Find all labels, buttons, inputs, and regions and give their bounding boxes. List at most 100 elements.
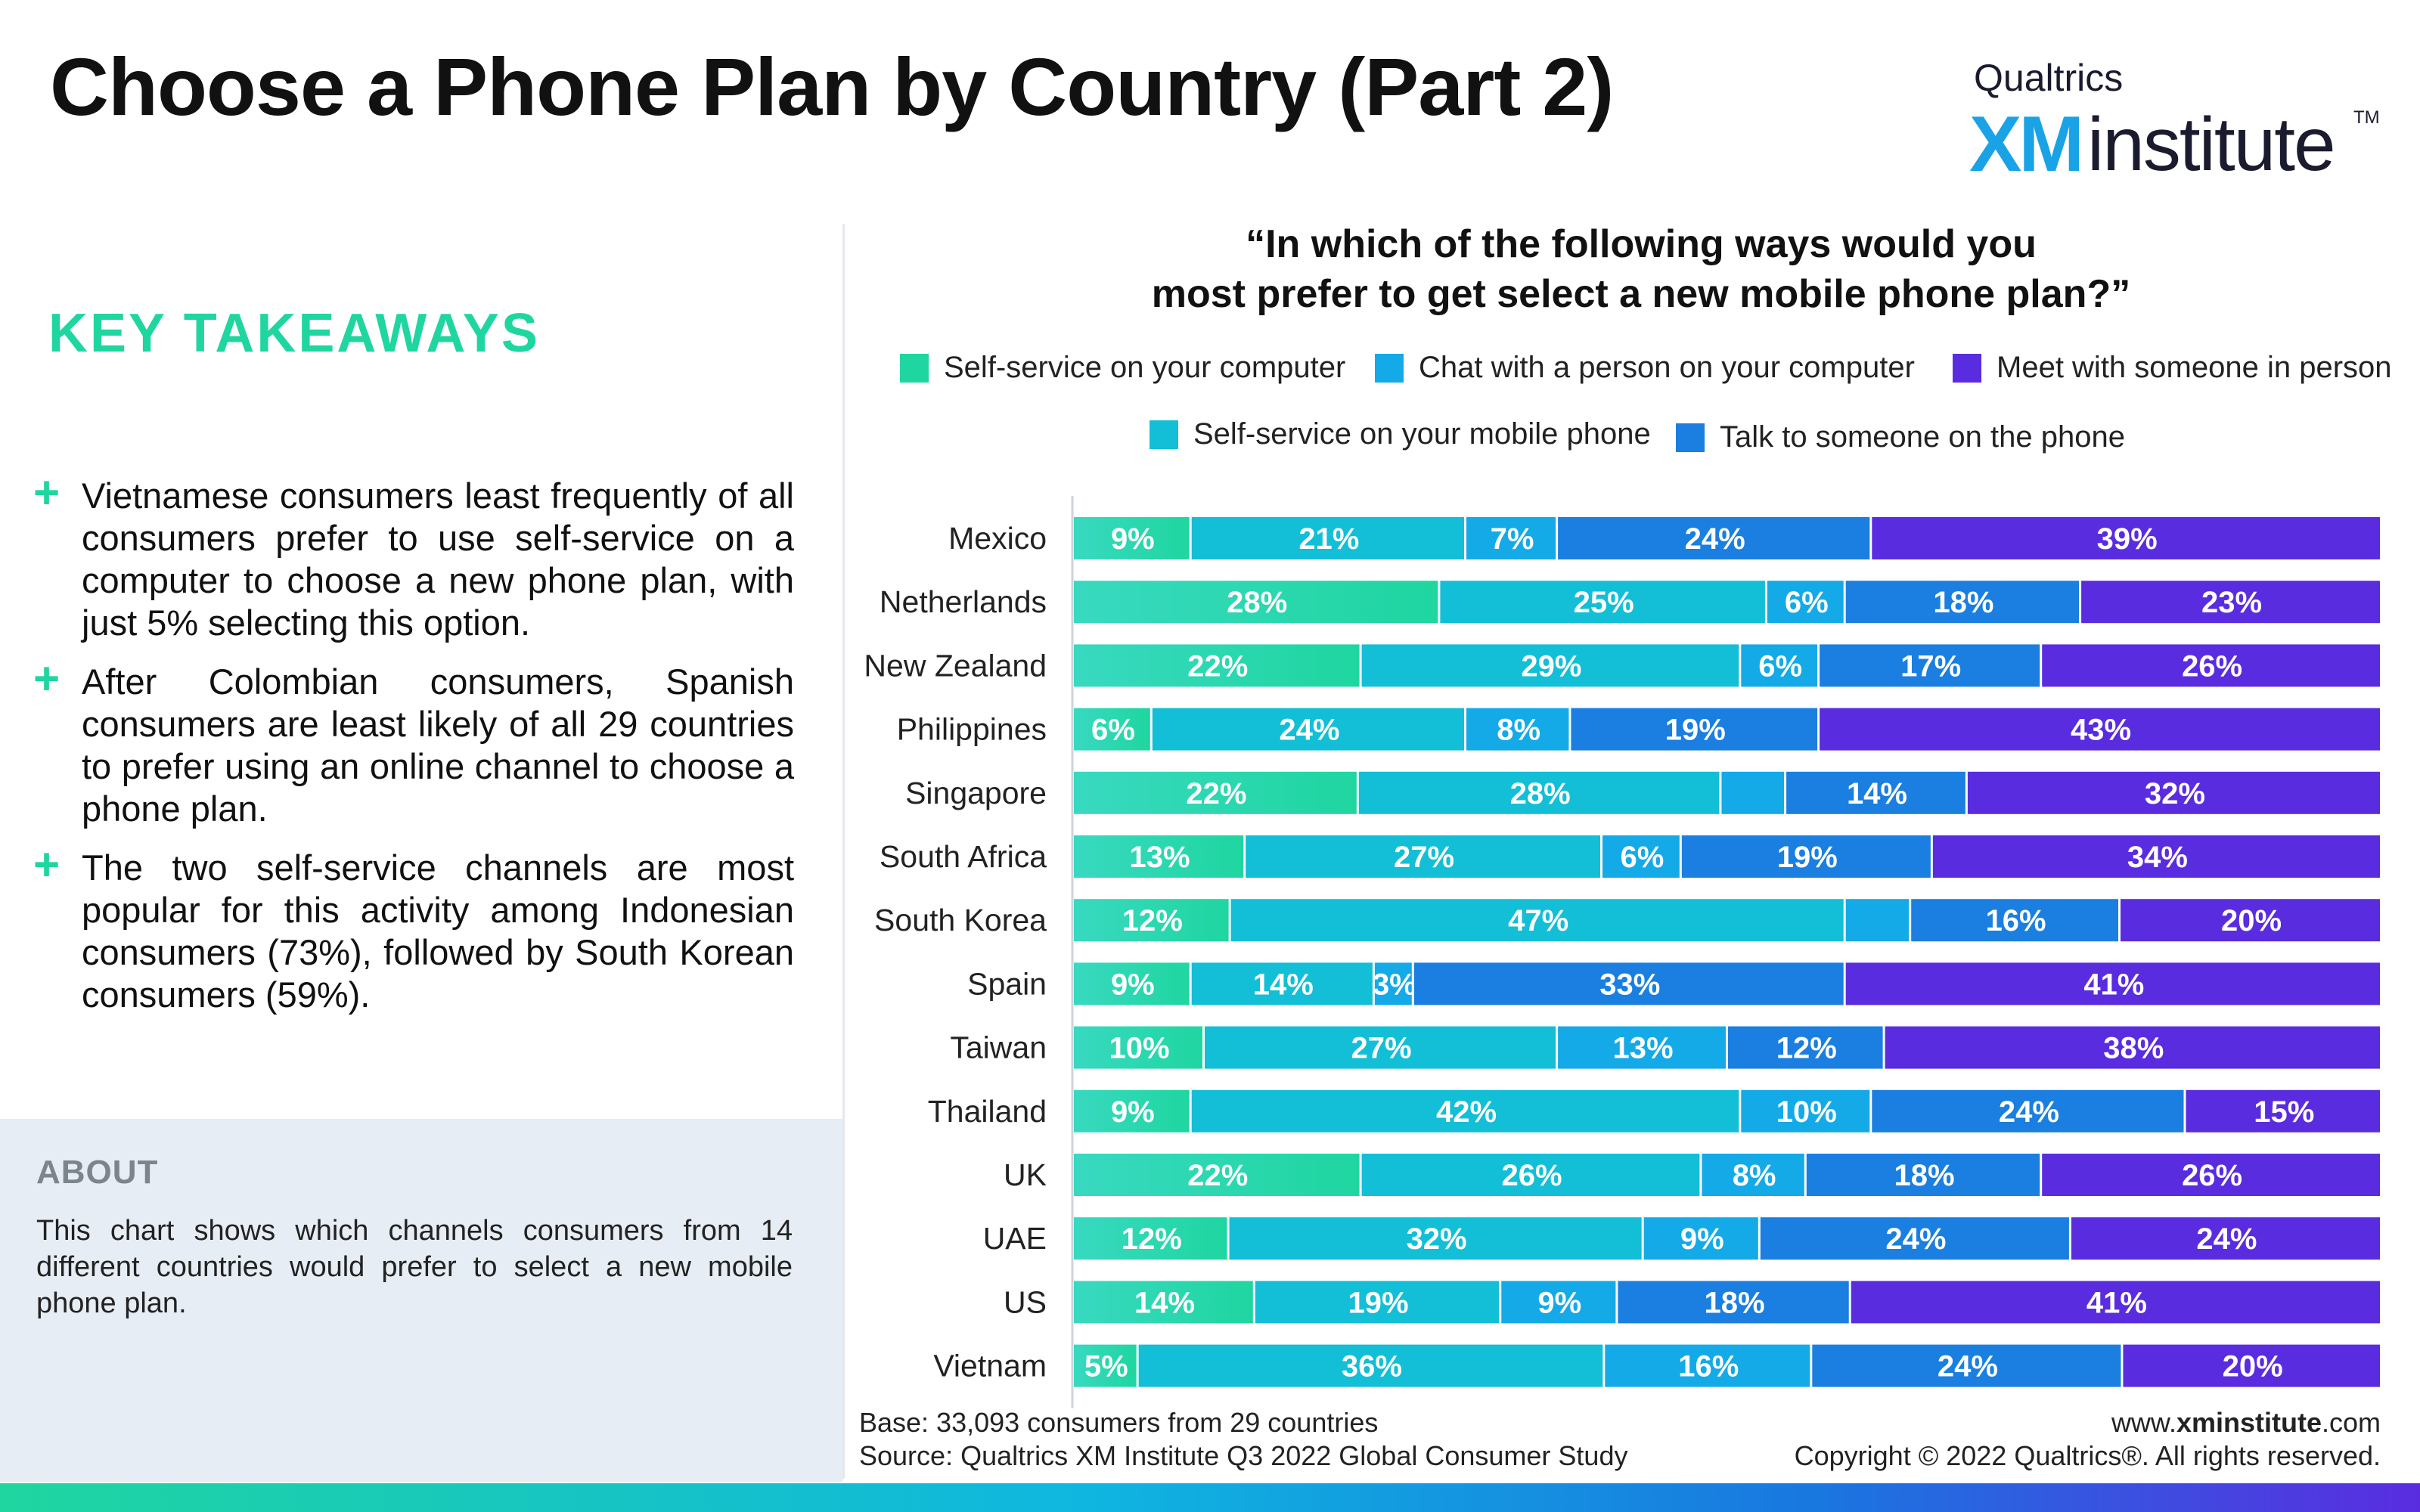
data-label: 9%	[1111, 968, 1155, 1001]
category-label: US	[1004, 1284, 1047, 1319]
bar-segment-self-service-computer	[1074, 1217, 1227, 1260]
takeaway-text: After Colombian consumers, Spanish consu…	[82, 662, 794, 829]
data-label: 16%	[1986, 904, 2046, 937]
takeaway-text: Vietnamese consumers least frequently of…	[82, 476, 794, 643]
category-label: Netherlands	[880, 584, 1047, 619]
category-label: Spain	[967, 966, 1047, 1001]
bar-segment-chat-computer	[1374, 962, 1412, 1005]
legend-self-service-mobile: Self-service on your mobile phone	[1150, 417, 1651, 451]
data-label: 9%	[1111, 1095, 1155, 1129]
data-label: 34%	[2127, 841, 2188, 874]
data-label: 10%	[1109, 1032, 1169, 1065]
data-label: 16%	[1678, 1350, 1739, 1383]
bar-segment-chat-computer	[1501, 1281, 1616, 1324]
takeaway-item: + Vietnamese consumers least frequently …	[30, 470, 794, 644]
bar-segment-self-service-computer	[1074, 644, 1360, 687]
bar-segment-talk-phone	[1558, 517, 1870, 559]
data-label: 33%	[1599, 968, 1660, 1001]
data-label: 24%	[1999, 1095, 2059, 1129]
bar-segment-self-service-mobile	[1229, 1217, 1642, 1260]
chart-title: “In which of the following ways would yo…	[938, 219, 2344, 319]
data-label: 41%	[2083, 968, 2144, 1001]
takeaway-item: + After Colombian consumers, Spanish con…	[30, 656, 794, 830]
data-label: 15%	[2254, 1095, 2314, 1129]
bar-segment-self-service-computer	[1074, 708, 1150, 751]
data-label: 6%	[1621, 841, 1665, 874]
legend-label: Talk to someone on the phone	[1720, 420, 2125, 454]
bar-segment-chat-computer	[1767, 581, 1844, 624]
data-label: 20%	[2223, 1350, 2283, 1383]
data-label: 18%	[1894, 1159, 1954, 1192]
category-label: Taiwan	[950, 1030, 1047, 1065]
bar-segment-meet-in-person	[2042, 644, 2380, 687]
plus-icon: +	[33, 653, 60, 704]
data-label: 24%	[1279, 714, 1339, 747]
logo-trademark: TM	[2353, 107, 2380, 128]
chart-title-line: “In which of the following ways would yo…	[1246, 222, 2037, 266]
data-label: 24%	[1685, 522, 1745, 556]
data-label: 29%	[1521, 649, 1581, 683]
plus-icon: +	[33, 839, 60, 890]
bar-segment-meet-in-person	[1820, 708, 2380, 751]
bar-segment-meet-in-person	[1932, 835, 2380, 878]
key-takeaways-heading: KEY TAKEAWAYS	[48, 303, 540, 364]
data-label: 18%	[1705, 1286, 1765, 1319]
category-label: Vietnam	[933, 1349, 1047, 1383]
bar-segment-meet-in-person	[1845, 962, 2380, 1005]
bar-segment-self-service-mobile	[1255, 1281, 1500, 1324]
data-label: 27%	[1351, 1032, 1412, 1065]
bar-segment-meet-in-person	[1872, 517, 2380, 559]
data-label: 12%	[1776, 1032, 1837, 1065]
bar-segment-meet-in-person	[2121, 899, 2380, 942]
data-label: 6%	[1758, 649, 1802, 683]
category-label: UAE	[983, 1221, 1047, 1256]
column-divider	[842, 224, 845, 1479]
legend-self-service-computer: Self-service on your computer	[900, 351, 1345, 385]
bar-segment-self-service-computer	[1074, 835, 1244, 878]
data-label: 19%	[1777, 841, 1838, 874]
data-label: 12%	[1122, 1222, 1182, 1256]
data-label: 43%	[2071, 714, 2131, 747]
bar-segment-self-service-mobile	[1246, 835, 1600, 878]
bar-segment-talk-phone	[1786, 771, 1965, 814]
data-label: 22%	[1187, 1159, 1248, 1192]
data-label: 3%	[1373, 968, 1416, 1001]
data-label: 8%	[1733, 1159, 1776, 1192]
legend-swatch	[1676, 423, 1705, 452]
website-link[interactable]: www.xminstitute.com	[2111, 1407, 2381, 1438]
source-note: Source: Qualtrics XM Institute Q3 2022 G…	[859, 1440, 1628, 1471]
data-label: 17%	[1900, 649, 1961, 683]
bar-segment-self-service-mobile	[1440, 581, 1765, 624]
data-label: 14%	[1847, 777, 1907, 810]
chart-title-line: most prefer to get select a new mobile p…	[1151, 272, 2131, 316]
data-label: 25%	[1574, 586, 1634, 619]
category-label: New Zealand	[864, 648, 1047, 683]
bar-segment-talk-phone	[1820, 644, 2040, 687]
plus-icon: +	[33, 467, 60, 518]
bar-segment-meet-in-person	[1851, 1281, 2380, 1324]
bar-segment-self-service-mobile	[1138, 1344, 1603, 1387]
bar-segment-meet-in-person	[2186, 1089, 2380, 1132]
base-note: Base: 33,093 consumers from 29 countries	[859, 1407, 1379, 1438]
category-label: Mexico	[948, 521, 1047, 556]
bar-segment-self-service-computer	[1074, 581, 1438, 624]
bar-segment-chat-computer	[1702, 1154, 1804, 1196]
footer-source: Base: 33,093 consumers from 29 countries…	[859, 1406, 1627, 1473]
bar-segment-chat-computer	[1741, 644, 1818, 687]
bar-segment-self-service-computer	[1074, 1089, 1190, 1132]
data-label: 39%	[2097, 522, 2158, 556]
bar-segment-chat-computer	[1602, 835, 1680, 878]
qualtrics-xm-institute-logo: Qualtrics XM institute TM	[1966, 56, 2380, 192]
logo-xm-text: XM	[1969, 101, 2084, 188]
data-label: 14%	[1253, 968, 1314, 1001]
data-label: 26%	[2182, 1159, 2242, 1192]
bar-segment-talk-phone	[1728, 1026, 1883, 1069]
bar-segment-meet-in-person	[1885, 1026, 2380, 1069]
data-label: 41%	[2086, 1286, 2147, 1319]
data-label: 28%	[1510, 777, 1571, 810]
data-label: 9%	[1111, 522, 1155, 556]
legend-chat-computer: Chat with a person on your computer	[1375, 351, 1915, 385]
legend-talk-phone: Talk to someone on the phone	[1676, 420, 2125, 454]
data-label: 19%	[1665, 714, 1726, 747]
